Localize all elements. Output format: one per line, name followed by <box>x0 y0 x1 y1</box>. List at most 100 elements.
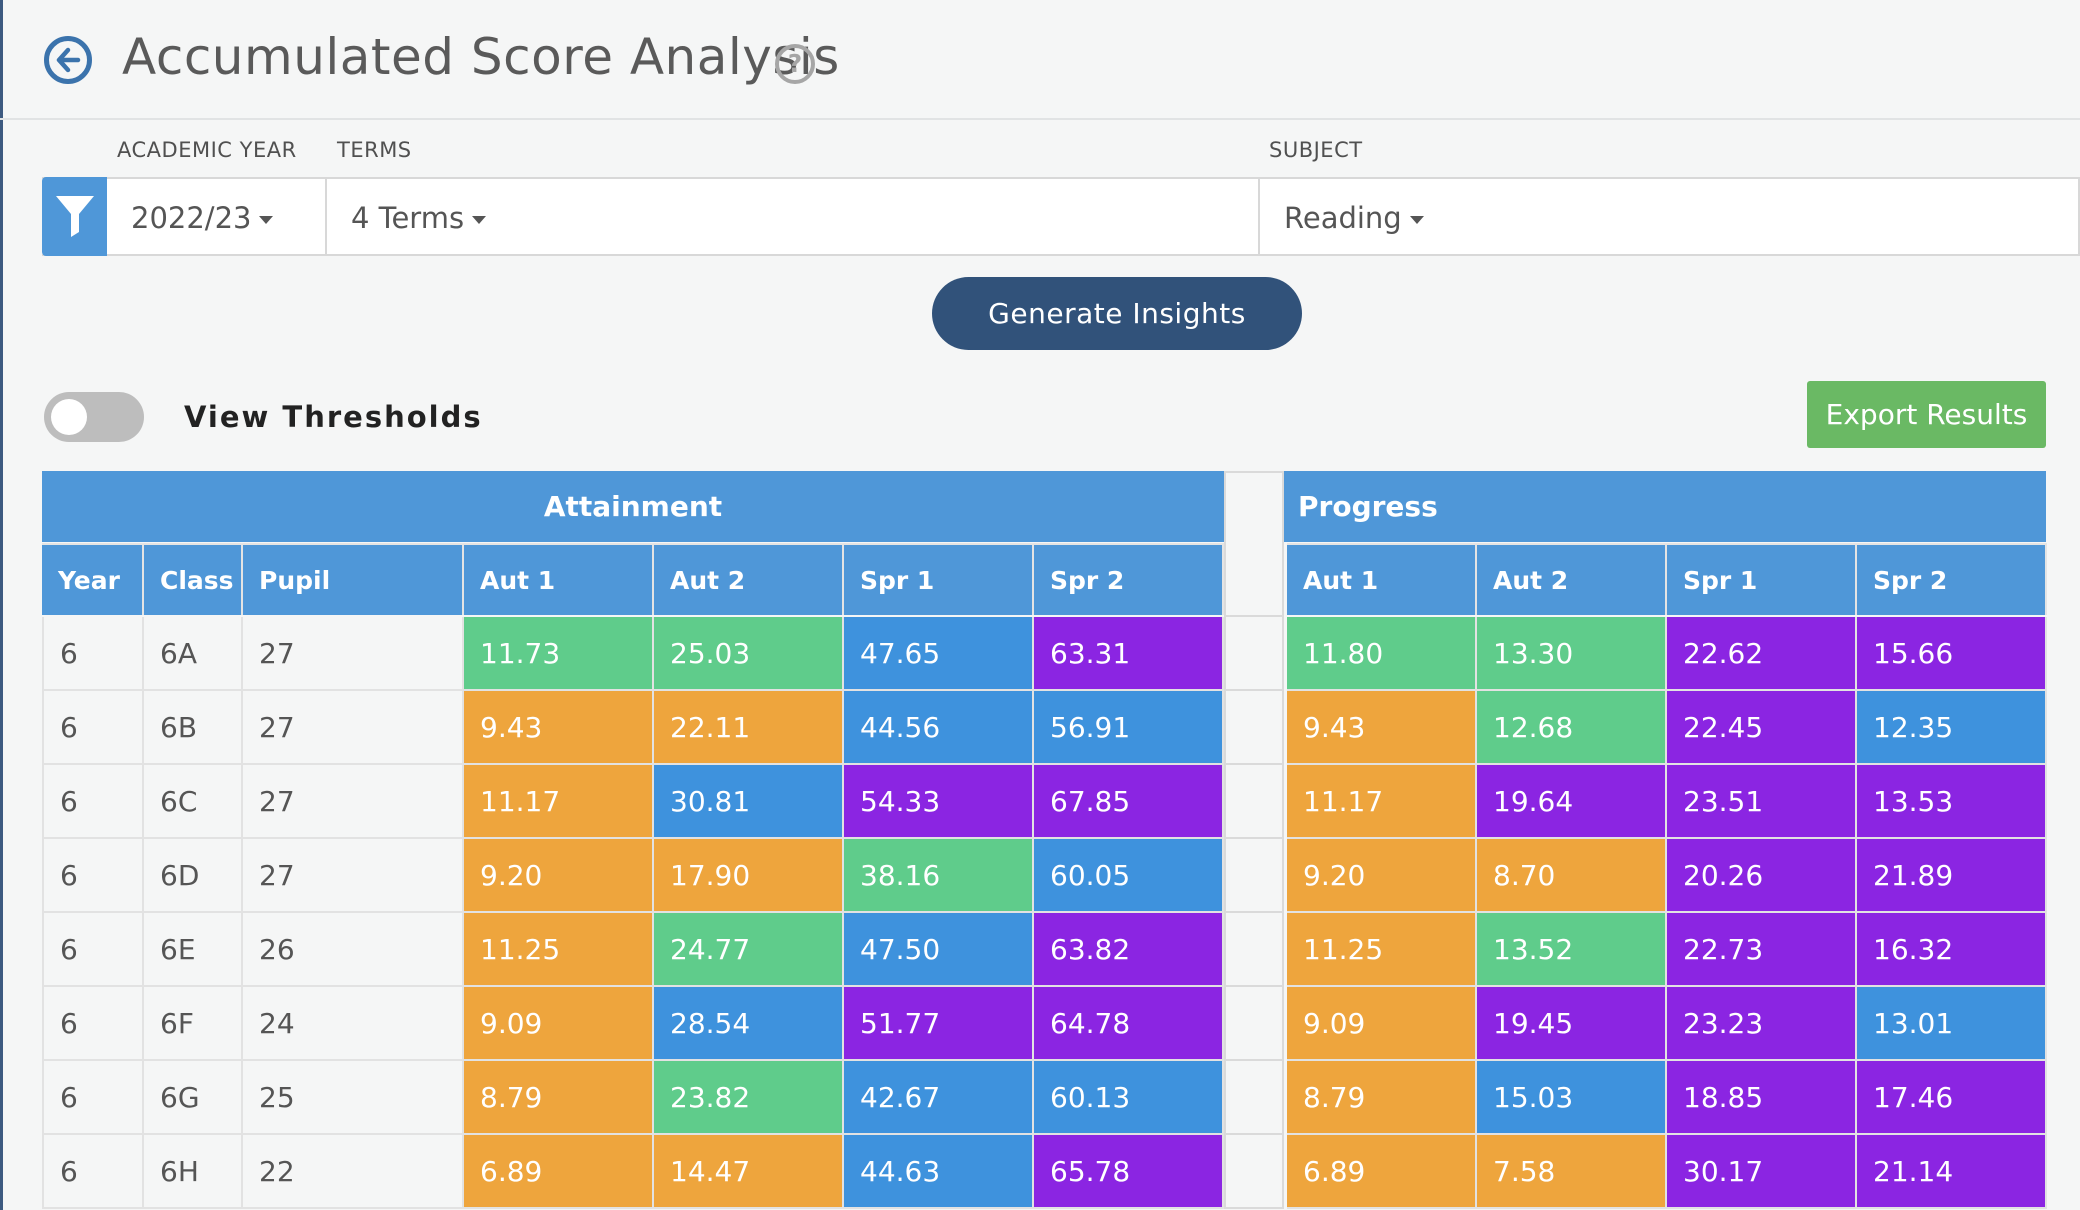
table-gap-cell <box>1224 1061 1284 1135</box>
attainment-score-cell: 9.09 <box>464 987 654 1061</box>
table-gap-cell <box>1224 1135 1284 1209</box>
progress-score-cell: 11.80 <box>1287 617 1477 691</box>
toggle-knob <box>51 399 87 435</box>
column-header-pupil-numbers: Pupil Numbers <box>243 543 464 667</box>
thresholds-label: View Thresholds <box>184 400 483 434</box>
table-cell-pupil-numbers: 27 <box>243 765 464 839</box>
table-cell-year: 6 <box>42 1061 144 1135</box>
progress-score-cell: 11.25 <box>1287 913 1477 987</box>
progress-column-header: Spr 2 <box>1857 543 2047 615</box>
attainment-score-cell: 25.03 <box>654 617 844 691</box>
help-icon[interactable]: ? <box>775 44 815 84</box>
attainment-column-header: Aut 2 <box>654 543 844 615</box>
progress-score-cell: 15.03 <box>1477 1061 1667 1135</box>
attainment-score-cell: 63.82 <box>1034 913 1224 987</box>
progress-score-cell: 21.14 <box>1857 1135 2047 1209</box>
attainment-score-cell: 47.65 <box>844 617 1034 691</box>
progress-score-cell: 11.17 <box>1287 765 1477 839</box>
table-cell-class: 6F <box>144 987 243 1061</box>
attainment-score-cell: 47.50 <box>844 913 1034 987</box>
progress-score-cell: 7.58 <box>1477 1135 1667 1209</box>
attainment-column-header: Spr 1 <box>844 543 1034 615</box>
column-header-class: Class <box>144 543 243 615</box>
filter-divider <box>1258 177 1260 256</box>
terms-label: TERMS <box>337 138 412 162</box>
progress-score-cell: 19.64 <box>1477 765 1667 839</box>
table-gap-cell <box>1224 913 1284 987</box>
progress-score-cell: 9.43 <box>1287 691 1477 765</box>
table-cell-year: 6 <box>42 839 144 913</box>
academic-year-label: ACADEMIC YEAR <box>117 138 297 162</box>
progress-score-cell: 8.70 <box>1477 839 1667 913</box>
attainment-score-cell: 11.73 <box>464 617 654 691</box>
attainment-header: Attainment <box>42 471 1224 542</box>
table-cell-year: 6 <box>42 913 144 987</box>
attainment-score-cell: 44.56 <box>844 691 1034 765</box>
attainment-score-cell: 63.31 <box>1034 617 1224 691</box>
subject-select[interactable]: Reading <box>1284 201 1424 235</box>
table-cell-year: 6 <box>42 1135 144 1209</box>
table-cell-year: 6 <box>42 691 144 765</box>
attainment-score-cell: 24.77 <box>654 913 844 987</box>
progress-score-cell: 12.68 <box>1477 691 1667 765</box>
table-cell-class: 6D <box>144 839 243 913</box>
attainment-score-cell: 22.11 <box>654 691 844 765</box>
caret-down-icon <box>1409 216 1424 224</box>
generate-insights-button[interactable]: Generate Insights <box>932 277 1302 350</box>
attainment-score-cell: 9.20 <box>464 839 654 913</box>
progress-column-header: Spr 1 <box>1667 543 1857 615</box>
attainment-score-cell: 14.47 <box>654 1135 844 1209</box>
attainment-score-cell: 6.89 <box>464 1135 654 1209</box>
table-cell-pupil-numbers: 27 <box>243 691 464 765</box>
thresholds-toggle[interactable] <box>44 392 144 442</box>
table-cell-class: 6H <box>144 1135 243 1209</box>
attainment-score-cell: 54.33 <box>844 765 1034 839</box>
terms-select[interactable]: 4 Terms <box>351 201 487 235</box>
table-cell-pupil-numbers: 27 <box>243 839 464 913</box>
export-results-button[interactable]: Export Results <box>1807 381 2046 448</box>
progress-score-cell: 21.89 <box>1857 839 2047 913</box>
table-cell-year: 6 <box>42 765 144 839</box>
progress-score-cell: 17.46 <box>1857 1061 2047 1135</box>
filter-bar <box>42 177 2080 256</box>
page-title: Accumulated Score Analysis <box>122 28 840 86</box>
column-header-year: Year <box>42 543 144 615</box>
attainment-score-cell: 11.25 <box>464 913 654 987</box>
table-cell-pupil-numbers: 24 <box>243 987 464 1061</box>
back-button[interactable] <box>44 36 92 84</box>
table-gap-header <box>1224 471 1284 617</box>
table-gap-cell <box>1224 691 1284 765</box>
attainment-score-cell: 65.78 <box>1034 1135 1224 1209</box>
progress-score-cell: 22.62 <box>1667 617 1857 691</box>
subject-value: Reading <box>1284 201 1402 235</box>
academic-year-select[interactable]: 2022/23 <box>131 201 274 235</box>
table-cell-pupil-numbers: 22 <box>243 1135 464 1209</box>
progress-score-cell: 13.53 <box>1857 765 2047 839</box>
attainment-score-cell: 8.79 <box>464 1061 654 1135</box>
attainment-score-cell: 44.63 <box>844 1135 1034 1209</box>
filter-button[interactable] <box>42 177 107 256</box>
table-gap-cell <box>1224 987 1284 1061</box>
table-cell-class: 6B <box>144 691 243 765</box>
attainment-score-cell: 64.78 <box>1034 987 1224 1061</box>
academic-year-value: 2022/23 <box>131 201 252 235</box>
attainment-score-cell: 38.16 <box>844 839 1034 913</box>
page-header: Accumulated Score Analysis ? <box>0 0 2080 120</box>
table-cell-year: 6 <box>42 987 144 1061</box>
progress-score-cell: 20.26 <box>1667 839 1857 913</box>
table-gap-cell <box>1224 617 1284 691</box>
progress-score-cell: 9.20 <box>1287 839 1477 913</box>
arrow-left-icon <box>56 47 81 73</box>
table-cell-pupil-numbers: 25 <box>243 1061 464 1135</box>
attainment-score-cell: 9.43 <box>464 691 654 765</box>
attainment-score-cell: 60.05 <box>1034 839 1224 913</box>
table-cell-class: 6A <box>144 617 243 691</box>
attainment-score-cell: 60.13 <box>1034 1061 1224 1135</box>
left-edge-rule <box>0 0 3 1210</box>
funnel-icon <box>56 196 94 237</box>
progress-score-cell: 16.32 <box>1857 913 2047 987</box>
attainment-column-header: Aut 1 <box>464 543 654 615</box>
progress-score-cell: 13.52 <box>1477 913 1667 987</box>
progress-score-cell: 9.09 <box>1287 987 1477 1061</box>
subject-label: SUBJECT <box>1269 138 1363 162</box>
